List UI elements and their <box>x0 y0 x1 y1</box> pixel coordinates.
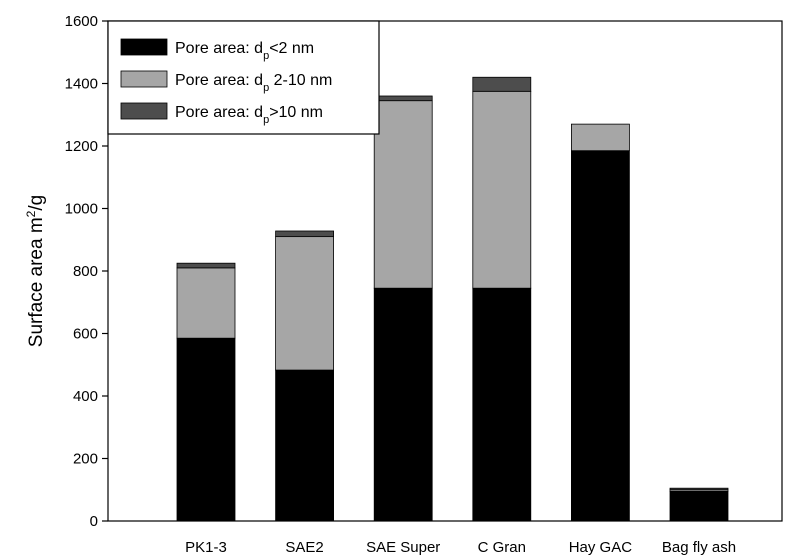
y-axis-label-superscript: 2 <box>24 210 38 217</box>
y-tick-label: 1000 <box>65 201 98 218</box>
bar-segment <box>373 95 433 102</box>
bar-segment <box>176 262 236 269</box>
legend-swatch <box>120 102 168 120</box>
y-tick-label: 1200 <box>65 138 98 155</box>
bar-segment <box>176 267 236 339</box>
bar-segment <box>571 150 630 522</box>
bar-segment <box>176 337 236 522</box>
y-tick-label: 400 <box>73 388 98 405</box>
x-tick-label: SAE2 <box>285 539 323 556</box>
y-tick-label: 200 <box>73 451 98 468</box>
y-tick-label: 600 <box>73 326 98 343</box>
bar-segment <box>275 236 335 371</box>
bar-segment <box>373 100 433 289</box>
y-axis-label: Surface area m2/g <box>24 195 47 347</box>
x-tick-label: SAE Super <box>366 539 440 556</box>
legend-swatch <box>120 70 168 88</box>
legend-entry-label: Pore area: dp 2-10 nm <box>175 72 332 94</box>
bar-segment <box>472 76 532 92</box>
x-tick-label: C Gran <box>478 539 526 556</box>
bar-segment <box>275 369 335 522</box>
legend: Pore area: dp<2 nm Pore area: dp 2-10 nm P… <box>107 20 380 135</box>
bars-layer <box>176 76 729 522</box>
x-tick-label: Hay GAC <box>569 539 633 556</box>
legend-swatch <box>120 38 168 56</box>
legend-entry-label: Pore area: dp<2 nm <box>175 40 314 62</box>
x-tick-label: PK1-3 <box>185 539 227 556</box>
bar-segment <box>472 90 532 289</box>
bar-segment <box>571 123 630 152</box>
y-tick-label: 1600 <box>65 13 98 30</box>
bar-segment <box>373 287 433 522</box>
y-tick-label: 0 <box>90 513 98 530</box>
y-tick-label: 800 <box>73 263 98 280</box>
bar-segment <box>275 230 335 238</box>
legend-entry-label: Pore area: dp>10 nm <box>175 104 323 126</box>
bar-segment <box>472 287 532 522</box>
bar-segment <box>669 487 729 491</box>
bar-segment <box>669 490 729 522</box>
y-axis: 0 200 400 600 800 1000 1200 1400 1600 <box>65 13 108 530</box>
y-tick-label: 1400 <box>65 76 98 93</box>
x-tick-label: Bag fly ash <box>662 539 736 556</box>
x-axis: PK1-3 SAE2 SAE Super C Gran Hay GAC Bag fly a… <box>185 539 736 556</box>
